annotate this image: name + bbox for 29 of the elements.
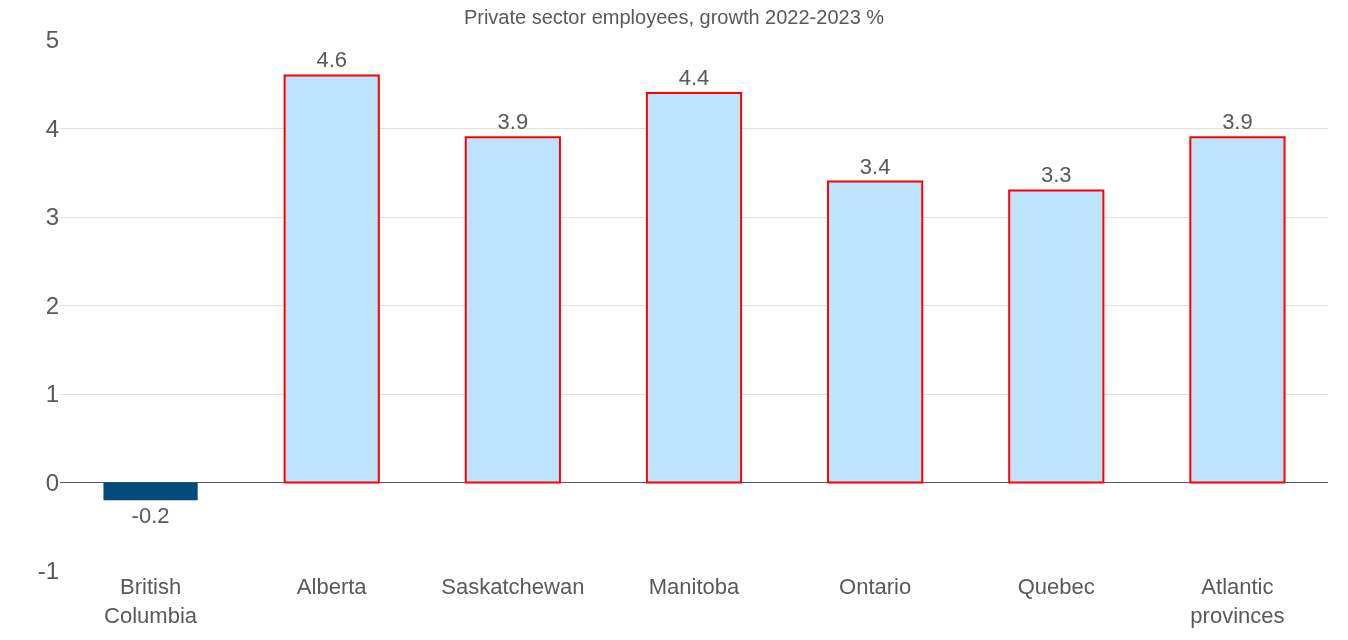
x-tick-label: Alberta: [296, 574, 368, 599]
y-tick-label: 3: [45, 203, 59, 231]
y-tick-label: -1: [37, 557, 59, 585]
bar: [464, 136, 561, 484]
bar: [645, 92, 743, 484]
x-tick-label: Ontario: [839, 574, 912, 599]
bar: [827, 180, 924, 484]
x-tick-label: Saskatchewan: [441, 574, 585, 599]
bar: [283, 74, 380, 484]
data-label: 4.4: [678, 65, 710, 91]
data-label: 3.4: [859, 153, 891, 179]
y-tick-label: 4: [45, 114, 59, 142]
bar: [1008, 189, 1105, 484]
x-tick-label: Atlantic provinces: [1190, 574, 1285, 628]
x-tick-label: Quebec: [1017, 574, 1095, 599]
bar: [103, 482, 198, 501]
data-label: 3.9: [497, 109, 529, 135]
data-label: 3.3: [1040, 162, 1072, 188]
y-tick-label: 1: [45, 380, 59, 408]
y-tick-label: 5: [45, 26, 59, 54]
y-tick-label: 0: [45, 468, 59, 496]
data-label: 4.6: [316, 47, 348, 73]
x-tick-label: Manitoba: [648, 574, 741, 599]
y-tick-label: 2: [45, 291, 59, 319]
chart-title: Private sector employees, growth 2022-2023 %: [463, 5, 885, 28]
data-label: 3.9: [1222, 109, 1253, 135]
data-label: -0.2: [131, 503, 170, 529]
bar: [1189, 136, 1286, 484]
x-tick-label: British Columbia: [104, 574, 198, 628]
